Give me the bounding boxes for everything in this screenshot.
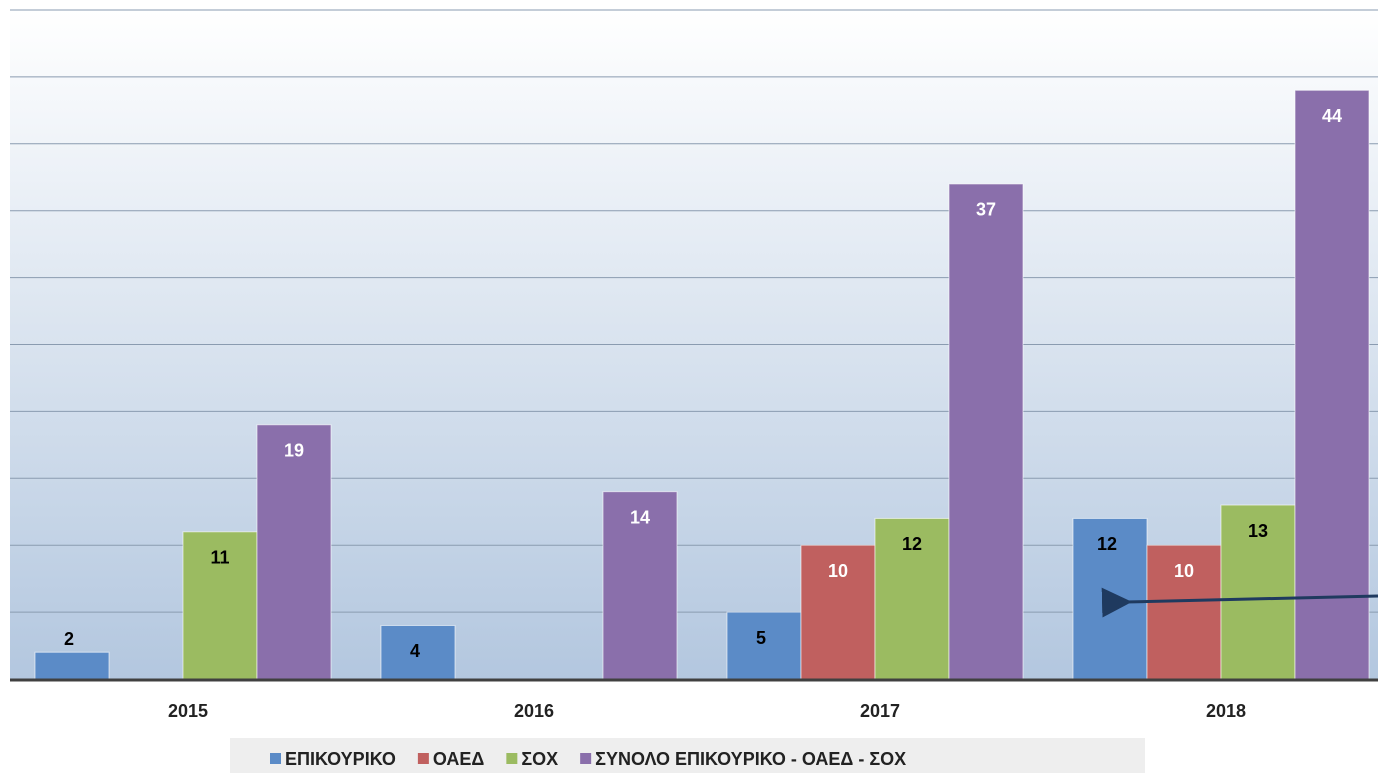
x-tick-label: 2018: [1206, 701, 1246, 721]
legend-swatch: [580, 753, 592, 764]
legend-swatch: [417, 753, 429, 764]
data-label: 19: [284, 441, 304, 461]
bar: [874, 517, 950, 680]
data-label: 44: [1322, 106, 1342, 126]
legend-box: [230, 738, 1145, 773]
legend-swatch: [506, 753, 518, 764]
data-label: 37: [976, 200, 996, 220]
bar: [34, 651, 110, 680]
bar: [948, 183, 1024, 680]
bar: [800, 544, 876, 680]
data-label: 4: [410, 641, 420, 661]
legend-label: ΟΑΕΔ: [433, 749, 485, 769]
data-label: 10: [1174, 561, 1194, 581]
data-label: 10: [828, 561, 848, 581]
data-label: 2: [64, 629, 74, 649]
data-label: 14: [630, 507, 650, 527]
legend-label: ΣΥΝΟΛΟ ΕΠΙΚΟΥΡΙΚΟ - ΟΑΕΔ - ΣΟΧ: [595, 749, 906, 769]
data-label: 12: [902, 534, 922, 554]
data-label: 11: [210, 548, 229, 568]
legend-label: ΣΟΧ: [521, 749, 558, 769]
x-tick-label: 2017: [860, 701, 900, 721]
legend-label: ΕΠΙΚΟΥΡΙΚΟ: [285, 749, 396, 769]
data-label: 5: [756, 628, 766, 648]
bar: [256, 424, 332, 680]
annotation-arrow: [1101, 587, 1378, 618]
x-tick-label: 2015: [168, 701, 208, 721]
bar: [1220, 504, 1296, 680]
bar: [1294, 89, 1370, 680]
data-label: 12: [1097, 534, 1117, 554]
bar: [602, 491, 678, 680]
legend-swatch: [270, 753, 281, 764]
bar: [380, 624, 456, 680]
x-tick-label: 2016: [514, 701, 554, 721]
bar: [1146, 544, 1222, 680]
data-label: 13: [1248, 521, 1268, 541]
